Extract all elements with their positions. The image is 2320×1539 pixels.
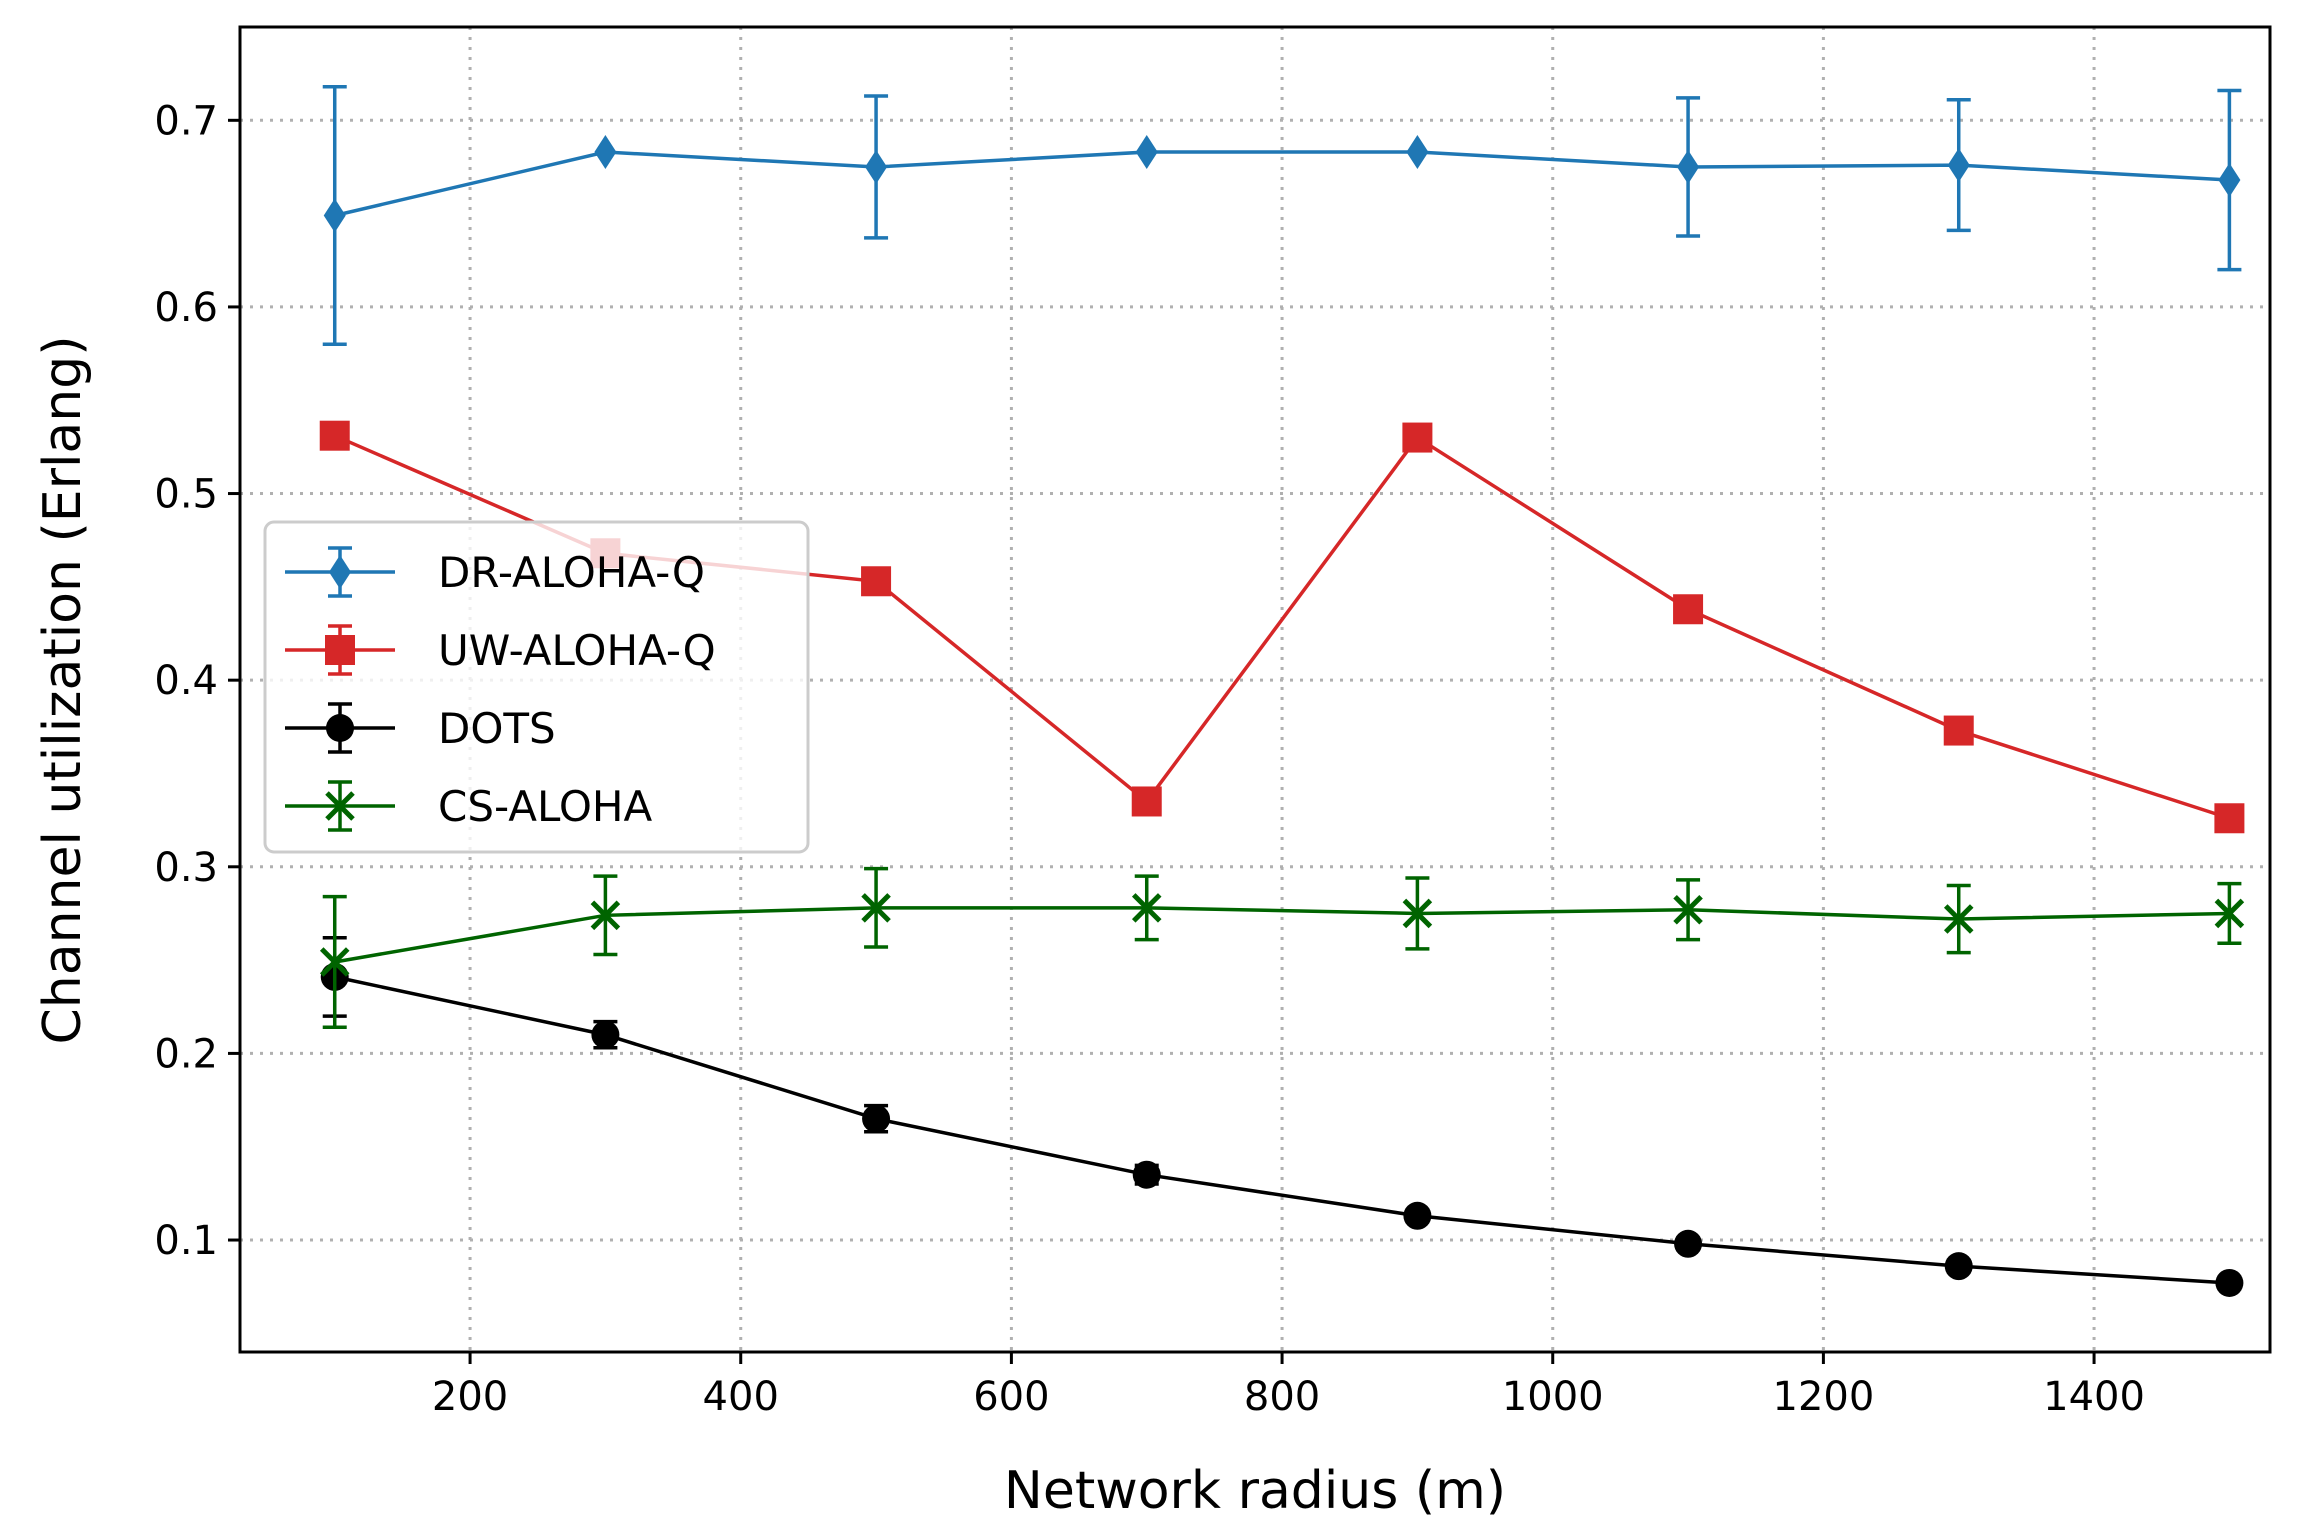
data-point-uw-aloha-q (861, 566, 892, 597)
data-point-dr-aloha-q (2218, 163, 2241, 198)
data-point-cs-aloha-stroke (319, 947, 350, 977)
legend-box (263, 520, 810, 854)
x-tick-label: 1400 (2043, 1374, 2145, 1420)
series-line-dots (334, 975, 2230, 1285)
data-point-dr-aloha-q (865, 149, 888, 184)
x-tick-label: 1200 (1773, 1374, 1875, 1420)
data-point-dr-aloha-q (1406, 135, 1429, 170)
data-point-uw-aloha-q (1402, 422, 1433, 453)
grid-layer (240, 27, 2270, 1352)
y-tick-label: 0.7 (154, 98, 218, 144)
series-dots (320, 935, 2244, 1297)
y-axis-label: Channel utilization (Erlang) (33, 335, 93, 1044)
legend-marker-dr-aloha-q (329, 555, 351, 589)
tick-layer: 200 400 600 800 1000 1200 1400 0.1 0.2 0.3 0.4 0.5 0… (154, 98, 2145, 1420)
data-point-dr-aloha-q (1947, 148, 1970, 183)
y-tick-label: 0.4 (154, 658, 218, 704)
x-tick-label: 600 (973, 1374, 1049, 1420)
data-point-cs-aloha-stroke (2214, 898, 2245, 929)
y-tick-label: 0.3 (154, 845, 218, 891)
data-point-cs-aloha-stroke (590, 900, 621, 931)
data-point-dr-aloha-q (323, 198, 346, 233)
data-point-uw-aloha-q (319, 420, 350, 451)
data-point-dots (1132, 1160, 1161, 1189)
x-axis-label: Network radius (m) (1004, 1461, 1506, 1521)
data-point-cs-aloha (1943, 904, 1974, 934)
data-point-uw-aloha-q (1673, 594, 1704, 625)
data-point-dots (862, 1104, 891, 1133)
legend-marker-cs-aloha (325, 791, 355, 821)
data-point-dr-aloha-q (1677, 149, 1700, 184)
data-point-cs-aloha-stroke (1943, 904, 1974, 934)
y-tick-label: 0.2 (154, 1031, 218, 1077)
data-point-uw-aloha-q (1131, 786, 1162, 817)
data-point-cs-aloha-stroke (1673, 894, 1703, 925)
series-dr-aloha-q (322, 84, 2242, 347)
series-line-cs-aloha (334, 906, 2230, 964)
legend-marker-dots (326, 714, 354, 742)
data-point-uw-aloha-q (2214, 803, 2245, 834)
legend-label-uw-aloha-q: UW-ALOHA-Q (438, 626, 716, 675)
series-layer (319, 84, 2245, 1297)
data-point-cs-aloha (1131, 893, 1162, 923)
plot-frame (238, 25, 2272, 1354)
data-point-cs-aloha (590, 900, 621, 931)
data-point-uw-aloha-q (1943, 715, 1974, 746)
x-tick-label: 200 (432, 1374, 508, 1420)
legend: DR-ALOHA-Q UW-ALOHA-Q DOTS CS-ALOHA (263, 520, 810, 854)
y-tick-label: 0.6 (154, 285, 218, 331)
data-point-cs-aloha (319, 947, 350, 977)
data-point-cs-aloha-stroke (861, 893, 891, 923)
data-point-cs-aloha (2214, 898, 2245, 929)
legend-label-cs-aloha: CS-ALOHA (438, 782, 652, 831)
legend-label-dr-aloha-q: DR-ALOHA-Q (438, 548, 705, 597)
data-point-dots (2215, 1268, 2244, 1297)
data-point-cs-aloha (1402, 898, 1433, 929)
data-point-dr-aloha-q (594, 135, 617, 170)
data-point-dots (1403, 1201, 1432, 1230)
data-point-dots (1944, 1252, 1973, 1281)
data-point-cs-aloha-stroke (1402, 898, 1433, 929)
legend-marker-uw-aloha-q (325, 635, 355, 665)
series-line-dr-aloha-q (334, 150, 2230, 218)
y-tick-label: 0.1 (154, 1218, 218, 1264)
data-point-dr-aloha-q (1135, 135, 1158, 170)
x-tick-label: 800 (1244, 1374, 1320, 1420)
data-point-cs-aloha (1673, 894, 1703, 925)
x-tick-label: 400 (703, 1374, 779, 1420)
data-point-cs-aloha-stroke (1131, 893, 1162, 923)
y-tick-label: 0.5 (154, 472, 218, 518)
data-point-dots (1674, 1229, 1703, 1258)
data-point-cs-aloha (861, 893, 891, 923)
x-tick-label: 1000 (1502, 1374, 1604, 1420)
legend-marker-cs-aloha-stroke (325, 791, 355, 821)
legend-label-dots: DOTS (438, 704, 556, 753)
data-point-dots (591, 1020, 620, 1049)
series-cs-aloha (319, 866, 2245, 1030)
